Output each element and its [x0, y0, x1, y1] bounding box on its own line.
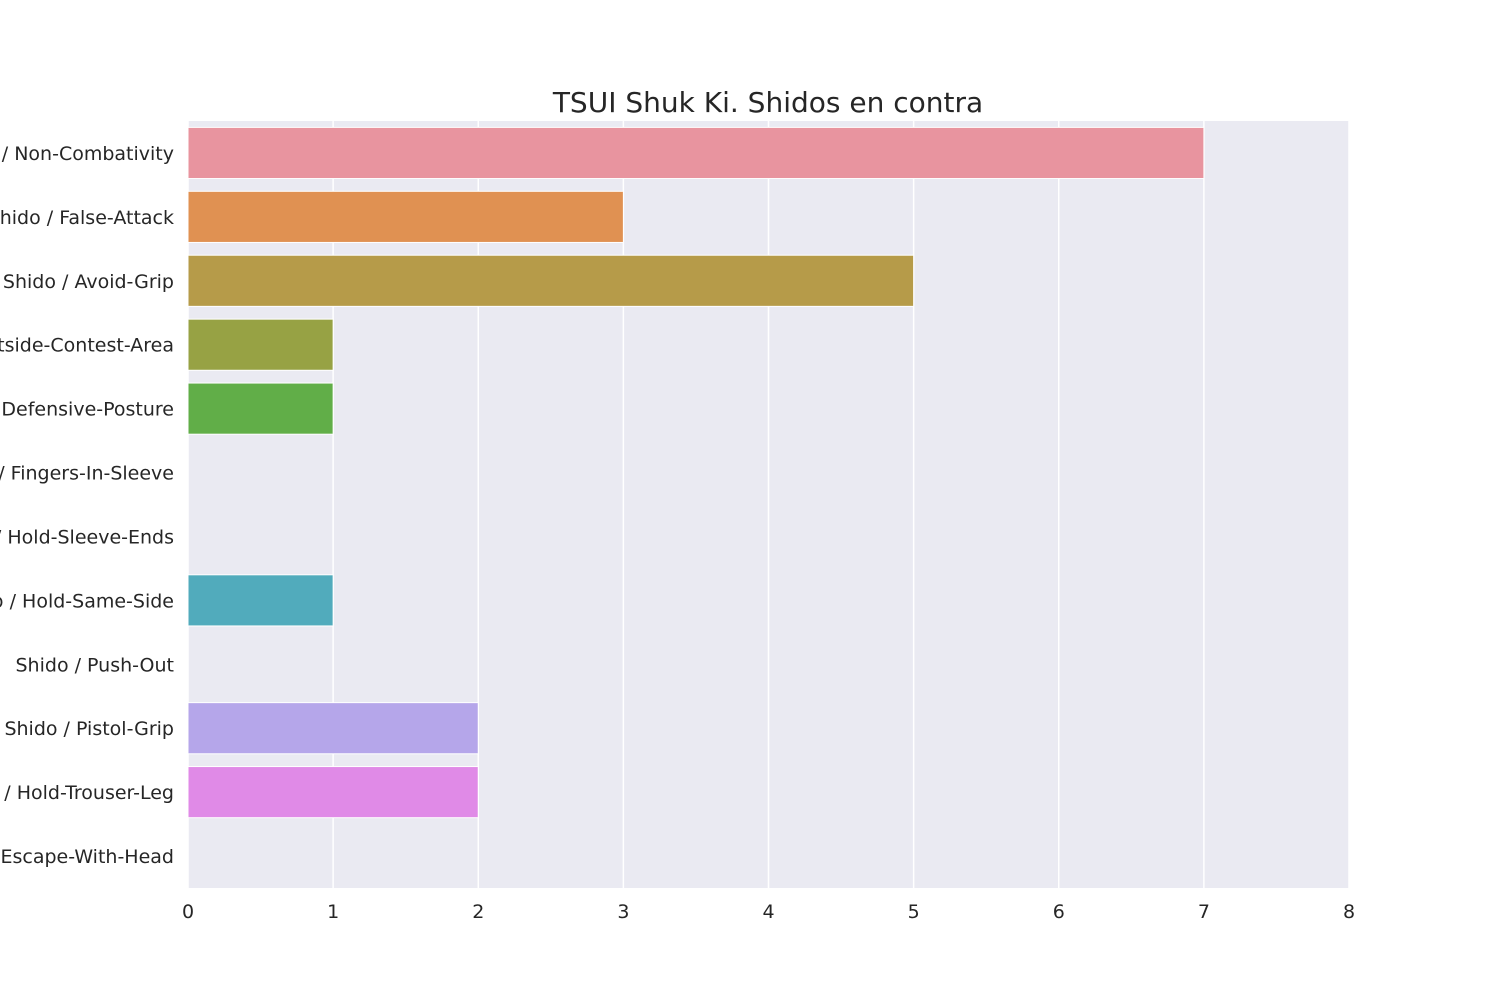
bar: [187, 702, 479, 755]
y-tick-label: Shido / Hold-Sleeve-Ends: [0, 526, 174, 548]
y-tick-label: Shido / Fingers-In-Sleeve: [0, 463, 174, 485]
bars: [187, 126, 1205, 819]
bar: [187, 318, 334, 371]
gridlines: [187, 121, 1350, 888]
y-tick-label: Shido / Push-Out: [16, 654, 175, 676]
y-tick-label: Shido / Hold-Same-Side: [0, 590, 174, 612]
x-tick-label: 3: [617, 901, 629, 923]
x-tick-label: 7: [1198, 901, 1210, 923]
y-tick-label: Shido / Escape-With-Head: [0, 846, 174, 868]
x-tick-labels: 0 1 2 3 4 5 6 7 8: [182, 901, 1355, 923]
x-tick-label: 0: [182, 901, 194, 923]
y-tick-label: Shido / Pistol-Grip: [4, 718, 174, 740]
x-tick-label: 4: [762, 901, 774, 923]
y-tick-label: Shido / Outside-Contest-Area: [0, 335, 174, 357]
y-tick-label: Shido / Avoid-Grip: [3, 271, 174, 293]
x-tick-label: 2: [472, 901, 484, 923]
bar: [187, 766, 479, 819]
x-tick-label: 6: [1053, 901, 1065, 923]
x-tick-label: 8: [1343, 901, 1355, 923]
bar: [187, 254, 915, 307]
y-tick-label: Shido / False-Attack: [0, 207, 174, 229]
x-tick-label: 1: [327, 901, 339, 923]
x-tick-label: 5: [908, 901, 920, 923]
y-tick-label: Shido / Hold-Trouser-Leg: [0, 782, 174, 804]
y-tick-label: Shido / Defensive-Posture: [0, 399, 174, 421]
bar: [187, 190, 624, 243]
y-tick-labels: Shido / Non-Combativity Shido / False-Att…: [0, 143, 174, 868]
y-tick-label: Shido / Non-Combativity: [0, 143, 174, 165]
bar: [187, 126, 1205, 180]
bar: [187, 382, 334, 435]
bar: [187, 574, 334, 627]
chart-title: TSUI Shuk Ki. Shidos en contra: [552, 86, 983, 119]
